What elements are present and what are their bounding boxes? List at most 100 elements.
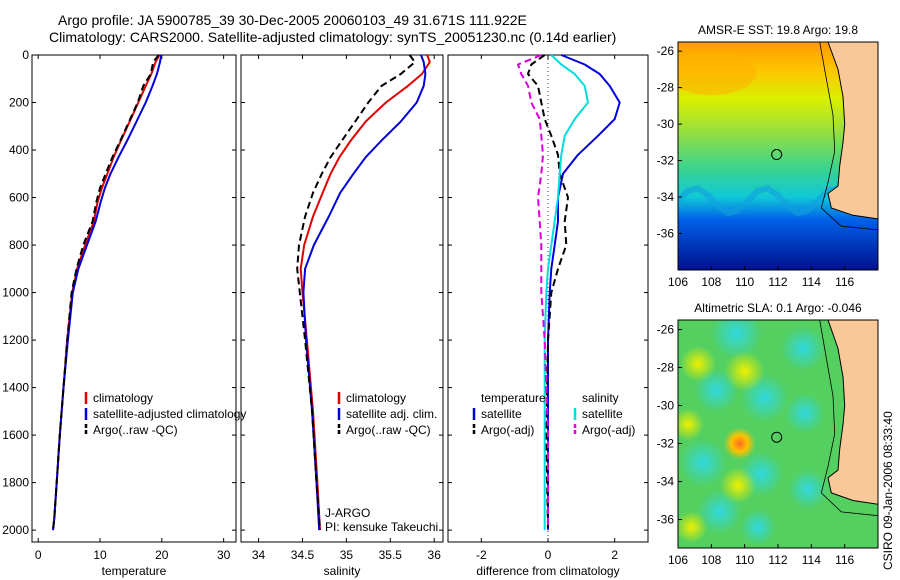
- sst-warm-patch: [678, 51, 757, 96]
- y-tick-label: 800: [9, 238, 29, 252]
- map-y-tick-label: -34: [657, 475, 675, 489]
- series-line-1: [299, 54, 431, 531]
- y-tick-label: 200: [9, 96, 29, 110]
- sla-anomaly-2: [781, 326, 825, 371]
- panel-frame: [240, 54, 444, 543]
- x-axis-label: salinity: [324, 564, 361, 578]
- legend-entry-1-label: satellite: [481, 407, 522, 421]
- sla-anomaly-12: [724, 351, 765, 392]
- legend-entry-1-label: climatology: [346, 391, 406, 405]
- map-x-tick-label: 116: [835, 553, 854, 567]
- map-x-tick-label: 108: [701, 553, 721, 567]
- series-line-4: [517, 54, 549, 531]
- sla-anomaly-8: [788, 469, 828, 510]
- sla-anomaly-11: [680, 345, 716, 382]
- legend-heading-salinity: salinity: [582, 391, 619, 405]
- sla-anomaly-13: [678, 408, 704, 441]
- x-tick-label: 36: [428, 548, 442, 562]
- y-tick-label: 400: [9, 143, 29, 157]
- land-mass: [827, 42, 878, 220]
- x-tick-label: 35: [340, 548, 354, 562]
- y-tick-label: 0: [22, 48, 29, 62]
- series-line-2: [302, 54, 427, 531]
- x-tick-label: 2: [611, 548, 618, 562]
- sla-anomaly-15: [678, 511, 708, 544]
- map-y-tick-label: -28: [657, 81, 675, 95]
- map-title: Altimetric SLA: 0.1 Argo: -0.046: [694, 301, 862, 315]
- legend-entry-2-label: satellite adj. clim.: [346, 407, 437, 421]
- x-tick-label: 20: [155, 548, 169, 562]
- x-tick-label: 10: [93, 548, 107, 562]
- x-axis-label: temperature: [102, 564, 167, 578]
- map-y-tick-label: -28: [657, 361, 675, 375]
- x-tick-label: 35.5: [379, 548, 403, 562]
- map-x-tick-label: 106: [668, 275, 688, 289]
- map-x-tick-label: 112: [768, 553, 787, 567]
- isobath-contour: [819, 320, 878, 517]
- map-x-tick-label: 112: [768, 275, 787, 289]
- sla-anomaly-1: [710, 320, 763, 360]
- legend-entry-3-label: Argo(..raw -QC): [93, 423, 178, 437]
- sla-anomaly-14: [720, 467, 756, 504]
- x-tick-label: -2: [476, 548, 487, 562]
- series-line-1: [52, 54, 161, 531]
- map-field: [678, 320, 878, 548]
- sla-anomaly-5: [784, 393, 825, 434]
- y-tick-label: 1400: [2, 381, 29, 395]
- series-line-1: [547, 54, 621, 531]
- map-x-tick-label: 116: [835, 275, 854, 289]
- x-tick-label: 0: [545, 548, 552, 562]
- y-tick-label: 1600: [2, 428, 29, 442]
- legend-heading-temperature: temperature: [481, 391, 546, 405]
- map-panel-2: 106 108 110 112 114 116 -26 -28 -30 -32 -34 -36 Alti…: [657, 301, 879, 567]
- figure-title-line-2: Climatology: CARS2000. Satellite-adjuste…: [49, 29, 617, 45]
- annotation-pi: PI: kensuke Takeuchi: [325, 520, 438, 534]
- x-tick-label: 0: [35, 548, 42, 562]
- map-field: [678, 42, 878, 270]
- legend-difference: temperature satellite Argo(-adj) salinity sa…: [472, 391, 635, 437]
- map-x-tick-label: 110: [735, 553, 754, 567]
- profile-panel-1: 0 10 20 30 0 200 400 600 800 1000 1200 1400 1600 1800…: [2, 48, 237, 578]
- series-line-3: [52, 54, 160, 531]
- sla-anomaly-6: [679, 438, 727, 487]
- float-position-marker: [771, 149, 783, 161]
- map-title: AMSR-E SST: 19.8 Argo: 19.8: [698, 23, 858, 37]
- land-mass: [827, 320, 878, 505]
- series-line-3: [296, 54, 416, 531]
- annotation-program: J-ARGO: [325, 506, 370, 520]
- legend-temperature: climatology satellite-adjusted climatolog…: [84, 391, 246, 437]
- x-axis-label: difference from climatology: [476, 564, 619, 578]
- legend-salinity: climatology satellite adj. clim. Argo(..ra…: [337, 391, 437, 437]
- y-tick-label: 1200: [2, 333, 29, 347]
- legend-entry-3-label: Argo(..raw -QC): [346, 423, 431, 437]
- map-panel-1: 106 108 110 112 114 116 -26 -28 -30 -32 -34 -36 AMSR…: [657, 23, 879, 289]
- sla-anomaly-10: [740, 509, 776, 546]
- series-line-2: [52, 54, 163, 531]
- map-y-tick-label: -26: [657, 44, 675, 58]
- y-tick-label: 2000: [2, 523, 29, 537]
- map-y-tick-label: -36: [657, 227, 675, 241]
- map-y-tick-label: -32: [657, 437, 675, 451]
- legend-entry-1-label: climatology: [93, 391, 153, 405]
- legend-entry-4-label: Argo(-adj): [582, 423, 635, 437]
- figure-title-line-1: Argo profile: JA 5900785_39 30-Dec-2005 …: [58, 12, 527, 28]
- map-x-tick-label: 110: [735, 275, 754, 289]
- map-x-tick-label: 106: [668, 553, 688, 567]
- y-tick-label: 600: [9, 191, 29, 205]
- legend-entry-2-label: Argo(-adj): [481, 423, 534, 437]
- map-y-tick-label: -26: [657, 323, 675, 337]
- map-y-tick-label: -34: [657, 190, 675, 204]
- y-tick-label: 1800: [2, 476, 29, 490]
- map-x-tick-label: 114: [802, 553, 821, 567]
- panel-frame: [31, 54, 237, 543]
- series-line-3: [543, 54, 589, 531]
- float-position-marker: [771, 431, 783, 443]
- x-tick-label: 30: [217, 548, 231, 562]
- sla-anomaly-16: [723, 427, 756, 460]
- timestamp-stamp: CSIRO 09-Jan-2006 08:33:40: [881, 411, 895, 570]
- x-tick-label: 34: [252, 548, 266, 562]
- isobath-contour: [819, 42, 878, 231]
- map-y-tick-label: -36: [657, 513, 675, 527]
- legend-entry-2-label: satellite-adjusted climatology: [93, 407, 246, 421]
